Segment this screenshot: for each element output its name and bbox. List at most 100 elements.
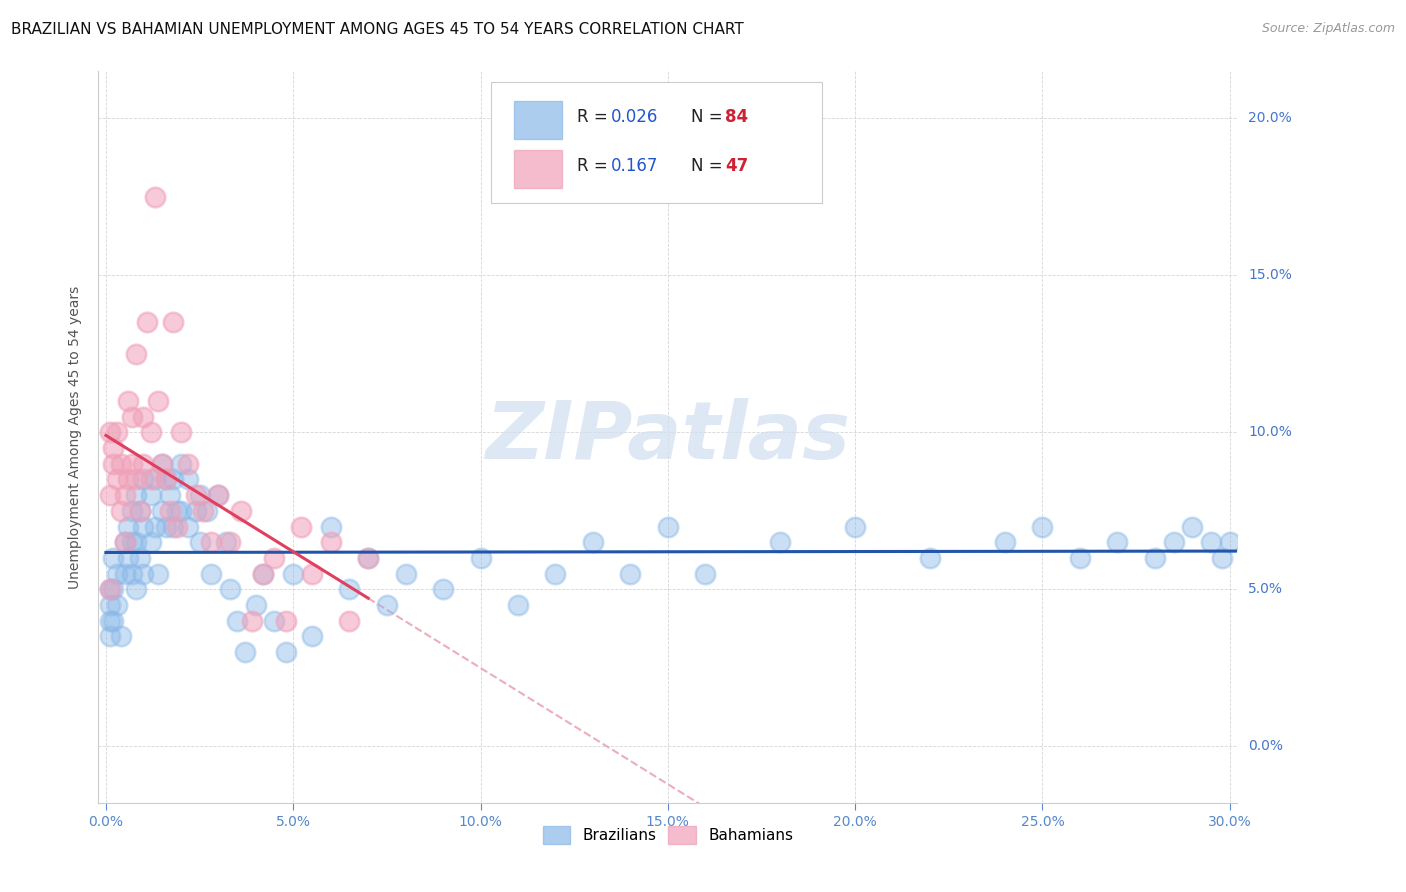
Point xyxy=(128,550,150,565)
Text: Source: ZipAtlas.com: Source: ZipAtlas.com xyxy=(1261,22,1395,36)
Point xyxy=(125,347,148,361)
Point xyxy=(143,190,166,204)
Point xyxy=(283,566,305,581)
Point xyxy=(139,425,162,440)
Point xyxy=(394,566,416,581)
Point xyxy=(432,582,454,597)
Point xyxy=(263,550,285,565)
Point xyxy=(357,550,380,565)
Point xyxy=(98,629,121,643)
Point xyxy=(125,488,148,502)
Point xyxy=(207,488,229,502)
Point xyxy=(110,629,132,643)
Point xyxy=(290,519,312,533)
Point xyxy=(98,582,121,597)
Text: N =: N = xyxy=(690,158,723,176)
Point xyxy=(125,535,148,549)
Point xyxy=(110,457,132,471)
Point xyxy=(117,394,139,409)
Point xyxy=(121,504,143,518)
Point xyxy=(1069,550,1091,565)
Point xyxy=(103,614,125,628)
Point xyxy=(136,316,159,330)
Point xyxy=(114,535,136,549)
Point xyxy=(132,457,155,471)
Point xyxy=(105,598,128,612)
Point xyxy=(274,645,297,659)
Point xyxy=(105,425,128,440)
Point xyxy=(155,473,177,487)
Point xyxy=(184,488,207,502)
Point xyxy=(162,473,184,487)
Text: 47: 47 xyxy=(725,158,748,176)
Point xyxy=(1199,535,1222,549)
FancyBboxPatch shape xyxy=(515,101,562,138)
Point xyxy=(200,566,222,581)
Point xyxy=(769,535,792,549)
Point xyxy=(121,535,143,549)
Point xyxy=(301,566,323,581)
Point xyxy=(339,582,361,597)
Point xyxy=(1107,535,1129,549)
Point xyxy=(1031,519,1053,533)
Point xyxy=(994,535,1017,549)
Legend: Brazilians, Bahamians: Brazilians, Bahamians xyxy=(537,820,799,850)
Point xyxy=(1219,535,1241,549)
Point xyxy=(263,614,285,628)
Point xyxy=(252,566,274,581)
Point xyxy=(184,504,207,518)
Point xyxy=(193,504,215,518)
Point xyxy=(215,535,238,549)
Point xyxy=(252,566,274,581)
Point xyxy=(170,457,193,471)
Point xyxy=(177,519,200,533)
Point xyxy=(357,550,380,565)
Point xyxy=(1181,519,1204,533)
Point xyxy=(114,488,136,502)
Point xyxy=(229,504,252,518)
Point xyxy=(695,566,717,581)
Point xyxy=(132,519,155,533)
Point xyxy=(177,473,200,487)
Point xyxy=(98,425,121,440)
Point xyxy=(121,566,143,581)
Point xyxy=(117,550,139,565)
Point xyxy=(98,614,121,628)
Point xyxy=(170,425,193,440)
Point xyxy=(98,582,121,597)
Point xyxy=(114,535,136,549)
Point xyxy=(301,629,323,643)
FancyBboxPatch shape xyxy=(491,82,821,203)
Point xyxy=(150,457,173,471)
Text: 0.0%: 0.0% xyxy=(1249,739,1284,753)
Point xyxy=(170,504,193,518)
Point xyxy=(619,566,641,581)
Point xyxy=(103,457,125,471)
Point xyxy=(582,535,605,549)
Text: 0.167: 0.167 xyxy=(610,158,658,176)
Point xyxy=(920,550,942,565)
Point xyxy=(162,519,184,533)
Text: R =: R = xyxy=(576,158,607,176)
Point xyxy=(155,519,177,533)
Point xyxy=(657,519,679,533)
Point xyxy=(177,457,200,471)
Point xyxy=(139,473,162,487)
Point xyxy=(506,598,529,612)
Point xyxy=(103,582,125,597)
Point xyxy=(218,535,240,549)
Point xyxy=(240,614,263,628)
Point xyxy=(226,614,249,628)
Point xyxy=(114,566,136,581)
Point xyxy=(470,550,492,565)
Point xyxy=(159,488,181,502)
Point xyxy=(148,566,170,581)
Point xyxy=(132,473,155,487)
Point xyxy=(98,488,121,502)
Text: 15.0%: 15.0% xyxy=(1249,268,1292,283)
Point xyxy=(274,614,297,628)
Point xyxy=(159,504,181,518)
Point xyxy=(150,504,173,518)
Text: BRAZILIAN VS BAHAMIAN UNEMPLOYMENT AMONG AGES 45 TO 54 YEARS CORRELATION CHART: BRAZILIAN VS BAHAMIAN UNEMPLOYMENT AMONG… xyxy=(11,22,744,37)
Point xyxy=(166,519,188,533)
